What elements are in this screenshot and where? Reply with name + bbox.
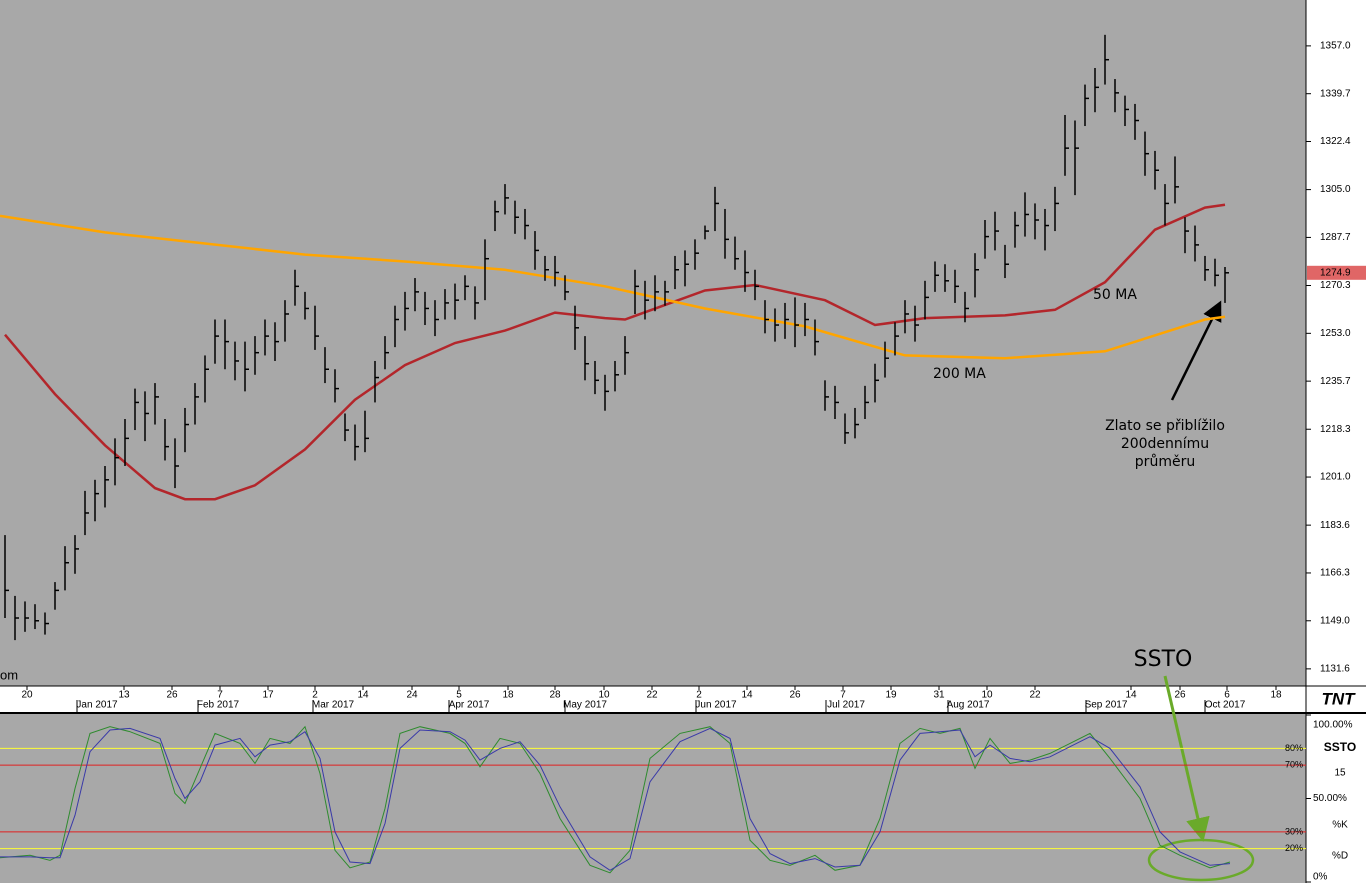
x-tick-label: 2: [312, 690, 318, 701]
highlight-ellipse: [1147, 838, 1255, 882]
y-tick-label: 1235.7: [1320, 376, 1351, 387]
arrow: [1163, 675, 1210, 842]
month-label: Feb 2017: [197, 700, 240, 711]
layer: 1131.6 1149.0 1166.3 1183.6 1201.0 1218.3 1235…: [0, 34, 1366, 883]
y-tick-label: 1253.0: [1320, 328, 1351, 339]
y-tick-label: 1357.0: [1320, 41, 1351, 52]
x-tick-label: 14: [1125, 690, 1137, 701]
stoch-panel: [0, 714, 1306, 883]
x-tick-label: 2: [696, 690, 702, 701]
logo: TNT: [1321, 689, 1356, 708]
arrow: [1170, 300, 1222, 401]
x-tick-label: 28: [549, 690, 561, 701]
x-tick-label: 18: [1270, 690, 1282, 701]
last-price-box: [1307, 265, 1366, 280]
x-tick-label: 26: [166, 690, 178, 701]
x-tick-label: 26: [1174, 690, 1186, 701]
x-tick-label: 22: [1029, 690, 1041, 701]
x-tick-label: 5: [456, 690, 462, 701]
y-tick-label: 50.00%: [1313, 793, 1347, 804]
x-tick-label: 22: [646, 690, 658, 701]
legend-label: %K: [1332, 820, 1348, 831]
price-panel: [0, 0, 1306, 686]
stoch-line: [0, 725, 1231, 874]
month-label: Jun 2017: [695, 700, 737, 711]
ma-line: [4, 203, 1226, 501]
y-tick-label: 1270.3: [1320, 280, 1351, 291]
x-tick-label: 6: [1224, 690, 1230, 701]
y-tick-label: 1166.3: [1320, 568, 1350, 579]
x-tick-label: 18: [502, 690, 514, 701]
month-label: Jan 2017: [76, 700, 118, 711]
x-tick-label: 17: [262, 690, 274, 701]
series-label: 200 MA: [933, 366, 986, 382]
x-tick-label: 31: [933, 690, 945, 701]
level-label: 30%: [1285, 826, 1303, 836]
month-label: Apr 2017: [449, 700, 490, 711]
x-tick-label: 19: [885, 690, 897, 701]
month-label: Oct 2017: [1205, 700, 1246, 711]
x-tick-label: 26: [789, 690, 801, 701]
annotation: SSTO: [1134, 647, 1193, 672]
y-tick-label: 0%: [1313, 872, 1328, 883]
y-tick-label: 1201.0: [1320, 472, 1351, 483]
y-tick-label: 1183.6: [1320, 520, 1350, 531]
x-tick-label: 24: [406, 690, 418, 701]
level-label: 70%: [1285, 759, 1303, 769]
watermark: om: [0, 667, 18, 682]
x-tick-label: 13: [118, 690, 130, 701]
last-price-label: 1274.9: [1320, 267, 1351, 278]
y-tick-label: 100.00%: [1313, 720, 1353, 731]
period-label: 15: [1334, 768, 1346, 779]
level-label: 80%: [1285, 743, 1303, 753]
y-tick-label: 1287.7: [1320, 232, 1351, 243]
x-tick-label: 10: [981, 690, 993, 701]
month-label: May 2017: [563, 700, 607, 711]
month-label: Aug 2017: [947, 700, 990, 711]
y-tick-label: 1339.7: [1320, 88, 1351, 99]
legend-label: %D: [1332, 851, 1348, 862]
annotation: Zlato se přiblížilo: [1105, 418, 1225, 434]
x-tick-label: 10: [598, 690, 610, 701]
level-label: 20%: [1285, 843, 1303, 853]
y-tick-label: 1149.0: [1320, 615, 1350, 626]
y-tick-label: 1218.3: [1320, 424, 1351, 435]
x-tick-label: 14: [357, 690, 369, 701]
x-tick-label: 20: [21, 690, 33, 701]
y-tick-label: 1322.4: [1320, 136, 1351, 147]
annotation: průměru: [1135, 454, 1195, 470]
panel-title: SSTO: [1324, 740, 1356, 754]
month-label: Sep 2017: [1085, 700, 1128, 711]
stoch-line: [0, 727, 1231, 871]
x-tick-label: 14: [741, 690, 753, 701]
annotation: 200dennímu: [1121, 436, 1209, 452]
y-tick-label: 1131.6: [1320, 664, 1350, 675]
month-label: Jul 2017: [827, 700, 865, 711]
series-label: 50 MA: [1093, 287, 1137, 303]
x-tick-label: 7: [217, 690, 223, 701]
month-label: Mar 2017: [312, 700, 355, 711]
x-tick-label: 7: [840, 690, 846, 701]
y-tick-label: 1305.0: [1320, 184, 1351, 195]
